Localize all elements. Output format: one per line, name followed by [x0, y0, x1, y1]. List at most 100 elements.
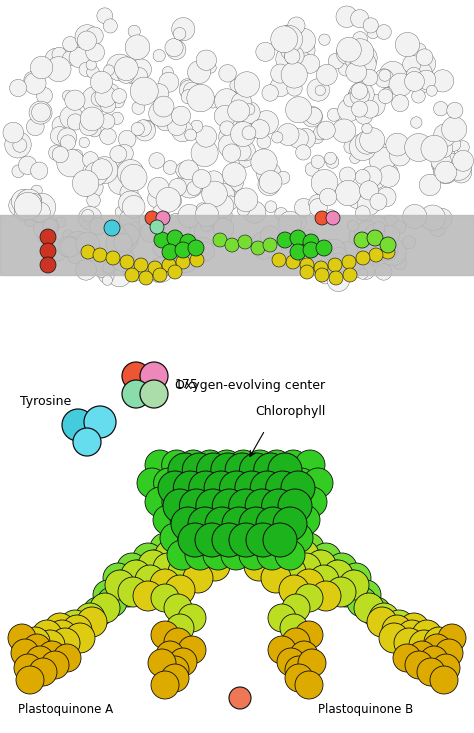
Circle shape — [229, 489, 263, 523]
Circle shape — [149, 100, 175, 127]
Circle shape — [69, 48, 90, 67]
Circle shape — [438, 624, 466, 652]
Circle shape — [285, 664, 313, 692]
Circle shape — [112, 96, 124, 108]
Circle shape — [176, 171, 203, 198]
Circle shape — [394, 628, 424, 658]
Circle shape — [164, 254, 175, 266]
Circle shape — [332, 257, 352, 276]
Circle shape — [273, 507, 307, 541]
Circle shape — [357, 269, 368, 279]
Circle shape — [207, 202, 232, 228]
Circle shape — [179, 80, 200, 100]
Circle shape — [227, 175, 243, 191]
Circle shape — [295, 584, 323, 612]
Circle shape — [360, 128, 385, 153]
Circle shape — [210, 183, 235, 208]
Circle shape — [346, 62, 367, 83]
Circle shape — [33, 215, 58, 240]
Circle shape — [122, 380, 150, 408]
Circle shape — [180, 489, 213, 523]
Circle shape — [122, 196, 145, 218]
Circle shape — [204, 505, 234, 535]
Circle shape — [403, 205, 427, 229]
Circle shape — [201, 181, 227, 207]
Circle shape — [195, 523, 225, 553]
Circle shape — [201, 218, 214, 232]
Circle shape — [435, 161, 457, 183]
Circle shape — [159, 73, 179, 92]
Circle shape — [354, 593, 384, 623]
Circle shape — [115, 207, 126, 217]
Circle shape — [9, 194, 31, 217]
Circle shape — [172, 106, 191, 125]
Circle shape — [168, 557, 198, 587]
Circle shape — [85, 162, 108, 185]
Circle shape — [295, 671, 323, 699]
Circle shape — [124, 261, 144, 281]
Circle shape — [197, 453, 230, 487]
Circle shape — [100, 114, 115, 129]
Circle shape — [349, 262, 365, 278]
Circle shape — [405, 133, 433, 161]
Circle shape — [152, 272, 163, 282]
Circle shape — [230, 523, 260, 553]
Circle shape — [373, 221, 385, 234]
Circle shape — [164, 213, 191, 240]
Circle shape — [367, 230, 383, 246]
Circle shape — [353, 56, 367, 70]
Circle shape — [148, 177, 169, 199]
Circle shape — [272, 253, 286, 267]
Circle shape — [365, 251, 380, 266]
Circle shape — [130, 222, 140, 232]
Circle shape — [283, 523, 313, 553]
Circle shape — [133, 581, 163, 611]
Circle shape — [189, 471, 223, 505]
Circle shape — [250, 119, 270, 139]
Circle shape — [115, 57, 138, 81]
Circle shape — [323, 240, 337, 254]
Circle shape — [305, 107, 322, 125]
Circle shape — [432, 158, 446, 173]
Circle shape — [429, 142, 442, 155]
Circle shape — [356, 251, 370, 265]
Circle shape — [399, 613, 429, 643]
Circle shape — [213, 218, 234, 239]
Circle shape — [145, 487, 175, 517]
Circle shape — [356, 130, 379, 154]
Circle shape — [36, 87, 53, 103]
Circle shape — [213, 523, 243, 553]
Circle shape — [380, 223, 392, 235]
Circle shape — [341, 563, 371, 593]
Circle shape — [369, 248, 383, 262]
Circle shape — [140, 380, 168, 408]
Circle shape — [50, 628, 80, 658]
Circle shape — [107, 54, 133, 81]
Circle shape — [393, 221, 406, 234]
Circle shape — [316, 241, 332, 257]
Circle shape — [306, 550, 336, 580]
Circle shape — [377, 240, 398, 260]
Circle shape — [352, 45, 377, 70]
Circle shape — [215, 187, 235, 206]
Circle shape — [176, 255, 190, 269]
Circle shape — [394, 139, 407, 152]
Circle shape — [349, 82, 374, 107]
Circle shape — [295, 450, 325, 480]
Circle shape — [426, 85, 437, 96]
Circle shape — [11, 639, 39, 667]
Circle shape — [86, 59, 97, 70]
Circle shape — [151, 584, 179, 612]
Circle shape — [229, 487, 259, 517]
Circle shape — [417, 658, 445, 686]
Circle shape — [79, 137, 90, 147]
Circle shape — [367, 607, 397, 637]
Circle shape — [80, 107, 104, 131]
Circle shape — [311, 543, 341, 573]
Circle shape — [102, 262, 114, 273]
Circle shape — [58, 236, 79, 257]
Circle shape — [342, 255, 356, 269]
Circle shape — [275, 540, 305, 570]
Circle shape — [245, 450, 275, 480]
Circle shape — [364, 166, 387, 189]
